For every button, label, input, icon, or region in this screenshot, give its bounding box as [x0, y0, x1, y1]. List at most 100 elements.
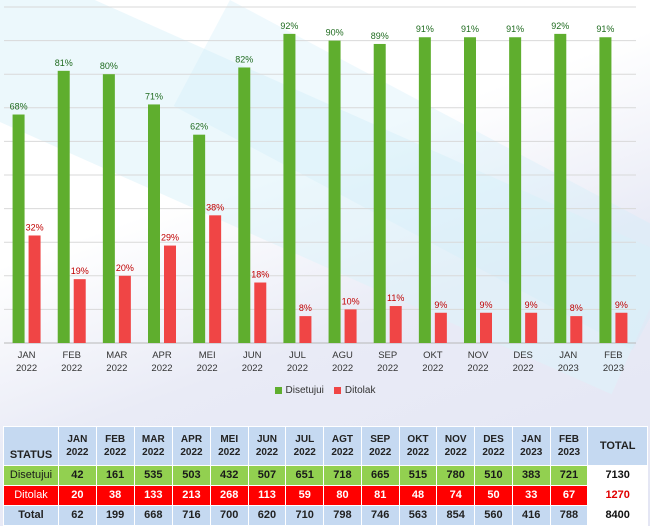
bar-ditolak	[209, 215, 222, 343]
x-tick-label-month: FEB	[62, 350, 80, 361]
table-cell: 59	[285, 485, 325, 506]
table-cell: 48	[398, 485, 438, 506]
bar-chart: 68% 32% JAN 2022 81% 19% FEB 2022 80% 20% MAR 2022 7…	[4, 6, 636, 374]
table-cell: 665	[360, 465, 400, 486]
x-tick-label-year: 2022	[197, 363, 218, 374]
table-cell: 81	[360, 485, 400, 506]
row-total: 7130	[587, 465, 648, 486]
header-month-name: JUL	[295, 434, 315, 445]
header-status: STATUS	[3, 426, 59, 466]
row-total: 8400	[587, 505, 648, 526]
x-tick-label-month: JUN	[243, 350, 262, 361]
bar-disetujui	[238, 67, 251, 343]
x-tick-label-month: OKT	[423, 350, 443, 361]
legend-swatch-ditolak	[333, 386, 341, 394]
bar-ditolak	[73, 279, 86, 343]
x-tick-label-month: MAR	[106, 350, 127, 361]
row-label: Disetujui	[3, 465, 59, 486]
x-tick-label-month: NOV	[468, 350, 489, 361]
header-year: 2022	[180, 447, 203, 458]
x-tick-label-year: 2022	[61, 363, 82, 374]
x-tick-label-year: 2022	[377, 363, 398, 374]
table-cell: 651	[285, 465, 325, 486]
bar-disetujui	[148, 104, 160, 343]
data-label-disetujui: 80%	[100, 61, 118, 71]
header-month-name: AGT	[331, 434, 354, 445]
data-label-disetujui: 62%	[190, 122, 208, 132]
bar-disetujui	[373, 43, 386, 344]
bar-ditolak	[344, 309, 357, 343]
row-total: 1270	[587, 485, 648, 506]
x-tick-label-month: JAN	[18, 350, 36, 361]
data-label-disetujui: 90%	[326, 28, 344, 38]
data-label-ditolak: 8%	[570, 303, 583, 313]
table-cell: 268	[209, 485, 249, 506]
table-cell: 507	[247, 465, 287, 486]
data-label-ditolak: 11%	[387, 293, 404, 303]
table-cell: 710	[285, 505, 325, 526]
legend-item-ditolak: Ditolak	[333, 382, 376, 398]
table-cell: 620	[247, 505, 287, 526]
x-tick-label-year: 2023	[603, 363, 624, 374]
bar-ditolak	[299, 316, 312, 343]
x-tick-label-month: JUL	[289, 350, 306, 361]
table-cell: 563	[398, 505, 438, 526]
table-cell: 560	[474, 505, 513, 526]
data-label-disetujui: 68%	[10, 102, 28, 112]
header-month: JAN 2023	[511, 426, 551, 466]
table-header-row: STATUS JAN 2022 FEB 2022 MAR 2022 APR 2022 MEI 20…	[3, 426, 648, 466]
table-cell: 503	[172, 465, 211, 486]
bar-disetujui	[12, 114, 25, 344]
data-label-ditolak: 9%	[525, 300, 538, 310]
header-year: 2023	[557, 447, 581, 458]
x-tick-label-year: 2023	[558, 363, 579, 374]
table-cell: 383	[511, 465, 551, 486]
header-month: DES 2022	[474, 426, 513, 466]
data-label-ditolak: 19%	[71, 266, 89, 276]
data-label-ditolak: 9%	[615, 300, 628, 310]
data-label-disetujui: 92%	[280, 21, 298, 31]
table-cell: 80	[323, 485, 362, 506]
header-month-name: JUN	[256, 434, 277, 445]
table-row: Total 62 199 668 716 700 620 710 798 746 563 854 560…	[3, 505, 648, 526]
header-month-name: NOV	[444, 434, 467, 445]
bar-ditolak	[118, 275, 131, 343]
header-year: 2022	[406, 447, 430, 458]
data-label-disetujui: 81%	[55, 58, 73, 68]
header-month-name: SEP	[370, 434, 391, 445]
row-label: Ditolak	[3, 485, 59, 506]
data-label-disetujui: 91%	[461, 24, 479, 34]
header-month: JUL 2022	[285, 426, 325, 466]
row-label: Total	[3, 505, 59, 526]
table-cell: 788	[549, 505, 589, 526]
chart-legend: Disetujui Ditolak	[0, 382, 650, 398]
bar-disetujui	[283, 33, 296, 343]
x-tick-label-year: 2022	[422, 363, 443, 374]
header-month-name: OKT	[407, 434, 429, 445]
table-cell: 510	[474, 465, 513, 486]
data-label-ditolak: 9%	[479, 300, 492, 310]
table-cell: 700	[209, 505, 249, 526]
data-label-disetujui: 92%	[551, 21, 569, 31]
table-cell: 161	[95, 465, 135, 486]
table-cell: 62	[58, 505, 97, 526]
header-month-name: FEB	[105, 434, 126, 445]
legend-swatch-disetujui	[274, 386, 282, 394]
table-cell: 798	[323, 505, 362, 526]
legend-label-ditolak: Ditolak	[344, 384, 376, 396]
header-year: 2022	[293, 447, 316, 458]
header-month: SEP 2022	[360, 426, 400, 466]
header-year: 2022	[104, 447, 127, 458]
table-cell: 721	[549, 465, 589, 486]
table-cell: 38	[95, 485, 135, 506]
table-cell: 515	[398, 465, 438, 486]
data-label-ditolak: 29%	[161, 233, 179, 243]
data-label-disetujui: 91%	[416, 24, 434, 34]
header-month: OKT 2022	[398, 426, 438, 466]
bar-ditolak	[615, 312, 628, 343]
x-tick-label-month: FEB	[604, 350, 622, 361]
bar-disetujui	[464, 37, 476, 344]
table-cell: 42	[58, 465, 97, 486]
bar-ditolak	[389, 306, 402, 343]
table-cell: 113	[247, 485, 287, 506]
